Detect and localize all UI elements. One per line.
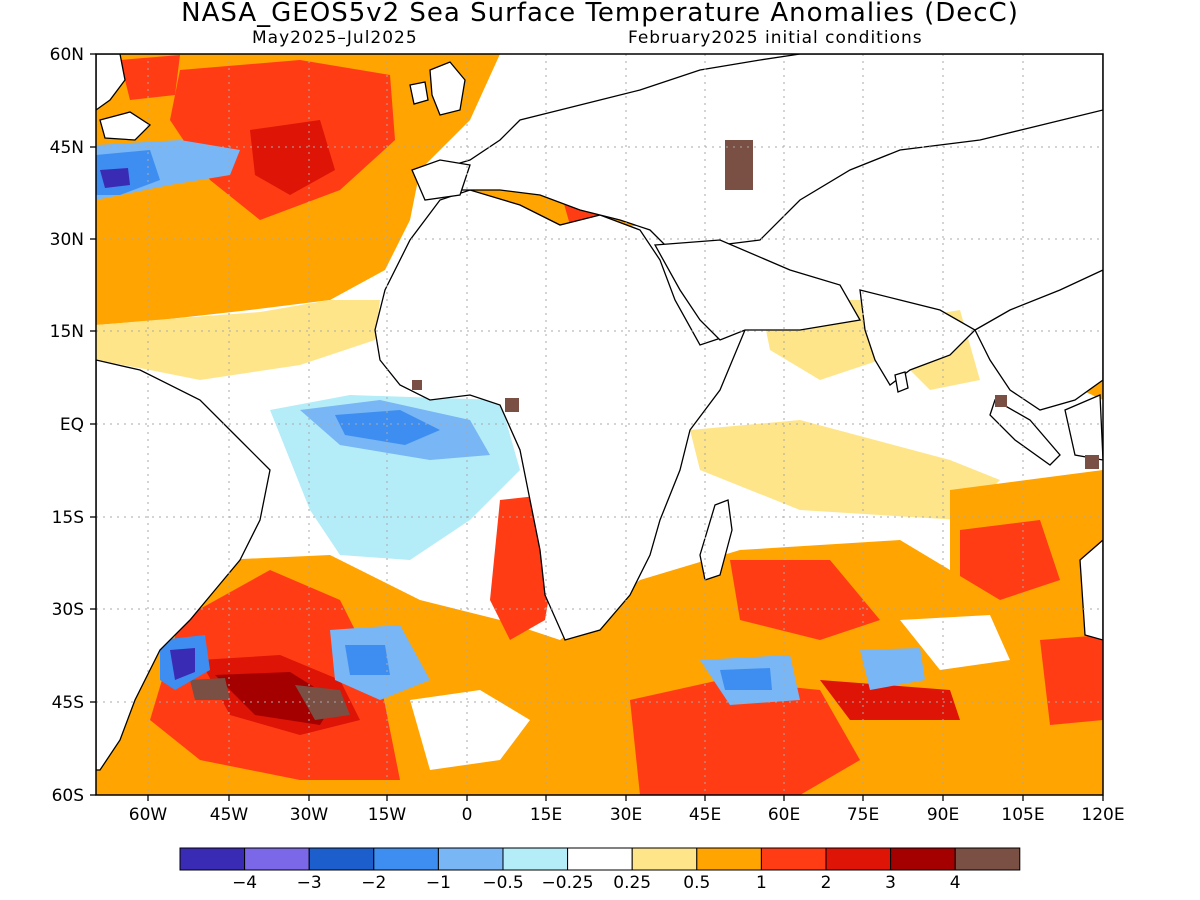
land-madagascar <box>699 499 733 581</box>
colorbar-swatch <box>631 847 698 871</box>
land-masses <box>96 54 1103 771</box>
anomaly-region-satl-brown-2 <box>190 678 230 700</box>
lon-label: 105E <box>1001 805 1044 825</box>
colorbar-label: −0.25 <box>542 873 594 893</box>
lat-label: 45S <box>52 693 84 713</box>
anomaly-region-satl-coldcore <box>345 645 390 675</box>
land-britain <box>429 61 466 116</box>
colorbar-label: −2 <box>361 873 386 893</box>
colorbar-swatch <box>179 847 246 871</box>
colorbar-label: −3 <box>297 873 322 893</box>
anomaly-region-satl-darkest <box>215 672 335 725</box>
colorbar-label: −0.5 <box>482 873 523 893</box>
colorbar-label: 0.25 <box>613 873 651 893</box>
land-africa <box>374 189 747 641</box>
tick-marks <box>90 53 1104 801</box>
land-iberia <box>411 159 471 201</box>
lon-label: 30E <box>610 805 642 825</box>
coastal-anomaly-pixels <box>412 140 1099 469</box>
land-borneo <box>1064 394 1103 461</box>
land-europe <box>419 54 1103 261</box>
anomaly-region-io-east-hot <box>960 520 1060 600</box>
land-arabia <box>653 239 862 341</box>
lon-label: 0 <box>462 805 473 825</box>
lat-label: 30N <box>50 230 84 250</box>
lat-label: 15S <box>52 508 84 528</box>
forecast-period: May2025–Jul2025 <box>252 28 418 48</box>
colorbar-labels: −4 −3 −2 −1 −0.5 −0.25 0.25 0.5 1 2 3 4 <box>232 873 961 893</box>
anomaly-region-io-south-hot-3 <box>1040 635 1103 725</box>
anomaly-region-io-cold-2 <box>860 648 925 690</box>
colorbar-label: 1 <box>756 873 767 893</box>
colorbar-label: 0.5 <box>683 873 710 893</box>
colorbar-swatch <box>825 847 892 871</box>
colorbar-swatch <box>954 847 1021 871</box>
anomaly-region-natl-hot-2 <box>120 55 180 100</box>
colorbar-label: 3 <box>885 873 896 893</box>
anomaly-region-io-cold-3 <box>720 668 772 690</box>
anomaly-region-satl-brown <box>295 685 350 720</box>
lat-label: 60S <box>52 786 84 806</box>
land-newfoundland <box>99 111 152 141</box>
colorbar-swatch <box>502 847 569 871</box>
colorbar-swatch <box>244 847 310 871</box>
lon-label: 15E <box>530 805 562 825</box>
latitude-labels: 60N 45N 30N 15N EQ 15S 30S 45S 60S <box>50 45 84 806</box>
anomaly-region-satl-coldest <box>170 648 195 680</box>
land-southeast-asia <box>974 269 1103 411</box>
coastal-pixel-java <box>1085 455 1099 469</box>
colorbar-label: 2 <box>821 873 832 893</box>
anomaly-region-io-south-hot <box>630 680 860 795</box>
land-ireland <box>409 81 429 105</box>
colorbar-label: −4 <box>232 873 257 893</box>
colorbar-swatch <box>437 847 504 871</box>
colorbar <box>179 847 1021 871</box>
lat-label: 45N <box>50 138 84 158</box>
anomaly-region-satl-white <box>410 690 530 770</box>
lat-label: 15N <box>50 322 84 342</box>
anomaly-region-io-south-dark <box>820 680 960 720</box>
land-north-america <box>96 54 126 111</box>
anomaly-region-io-south-hot-2 <box>730 560 880 640</box>
lon-label: 120E <box>1081 805 1124 825</box>
longitude-labels: 60W 45W 30W 15W 0 15E 30E 45E 60E 75E 90… <box>129 805 1125 825</box>
lon-label: 45E <box>689 805 721 825</box>
lon-label: 60W <box>129 805 168 825</box>
colorbar-swatch <box>308 847 375 871</box>
anomaly-region-eq-coldest <box>335 410 440 445</box>
anomaly-region-natl-dark <box>250 120 335 195</box>
colorbar-label: −1 <box>426 873 451 893</box>
anomaly-region-io-white <box>900 615 1010 670</box>
lat-label: 30S <box>52 600 84 620</box>
colorbar-swatch <box>373 847 439 871</box>
lat-label: EQ <box>60 415 84 435</box>
colorbar-swatch <box>890 847 956 871</box>
colorbar-swatch <box>760 847 827 871</box>
anomaly-region-natl-coldest <box>100 168 130 188</box>
coastal-pixel-sumatra <box>995 395 1007 407</box>
land-south-america <box>96 359 271 771</box>
land-india <box>859 289 977 386</box>
land-srilanka <box>894 371 909 393</box>
colorbar-swatch <box>696 847 762 871</box>
initial-conditions: February2025 initial conditions <box>628 28 923 48</box>
lon-label: 60E <box>768 805 800 825</box>
colorbar-swatch <box>567 847 633 871</box>
gridlines <box>96 54 1103 795</box>
lon-label: 90E <box>927 805 959 825</box>
lat-label: 60N <box>50 45 84 65</box>
lon-label: 75E <box>847 805 879 825</box>
colorbar-label: 4 <box>950 873 961 893</box>
land-sumatra <box>989 399 1061 466</box>
lon-label: 45W <box>210 805 249 825</box>
lon-label: 15W <box>368 805 407 825</box>
map-title: NASA_GEOS5v2 Sea Surface Temperature Ano… <box>181 0 1019 28</box>
anomaly-region-io-yellow <box>690 420 1000 520</box>
lon-label: 30W <box>290 805 329 825</box>
coastal-pixel-guinea <box>505 398 519 412</box>
coastal-pixel-westafrica <box>412 380 422 390</box>
land-australia <box>1079 539 1103 641</box>
coastal-pixel-caspian <box>725 140 753 190</box>
